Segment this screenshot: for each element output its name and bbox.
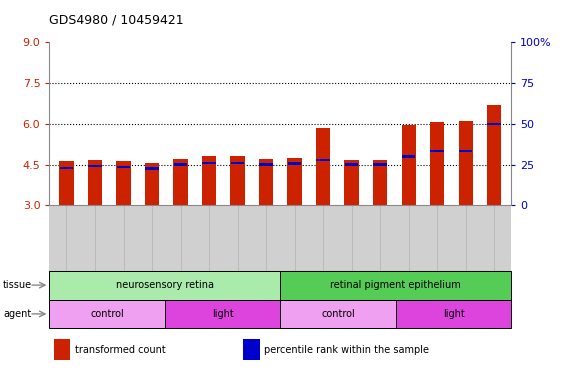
Text: neurosensory retina: neurosensory retina xyxy=(116,280,214,290)
Bar xyxy=(202,156,216,205)
Bar xyxy=(116,161,131,205)
Text: GDS4980 / 10459421: GDS4980 / 10459421 xyxy=(49,14,184,27)
Bar xyxy=(401,125,416,205)
Bar xyxy=(145,167,159,170)
Bar xyxy=(117,166,130,168)
Bar xyxy=(487,122,501,125)
Text: transformed count: transformed count xyxy=(75,345,166,355)
Bar xyxy=(316,128,330,205)
Bar xyxy=(345,164,358,166)
Bar xyxy=(281,271,511,300)
Bar xyxy=(458,121,473,205)
Bar xyxy=(202,162,216,164)
Bar xyxy=(145,163,159,205)
Bar xyxy=(396,300,511,328)
Bar xyxy=(49,271,281,300)
Bar xyxy=(165,300,281,328)
Text: percentile rank within the sample: percentile rank within the sample xyxy=(264,345,429,355)
Bar xyxy=(259,164,273,166)
Bar xyxy=(231,156,245,205)
Bar xyxy=(243,339,260,360)
Bar xyxy=(54,339,70,360)
Bar xyxy=(402,155,415,158)
Bar xyxy=(60,167,73,169)
Bar xyxy=(231,162,245,164)
Bar xyxy=(459,150,472,152)
Bar xyxy=(431,150,444,152)
Bar xyxy=(173,159,188,205)
Bar xyxy=(345,160,358,205)
Bar xyxy=(49,300,165,328)
Text: agent: agent xyxy=(3,309,31,319)
Bar xyxy=(316,159,330,161)
Bar xyxy=(281,300,396,328)
Bar xyxy=(373,160,388,205)
Bar xyxy=(374,164,387,166)
Bar xyxy=(259,159,273,205)
Bar xyxy=(88,165,102,167)
Bar xyxy=(487,105,501,205)
Text: control: control xyxy=(90,309,124,319)
Bar xyxy=(88,160,102,205)
Text: control: control xyxy=(321,309,355,319)
Text: tissue: tissue xyxy=(3,280,32,290)
Bar xyxy=(59,161,74,205)
Text: retinal pigment epithelium: retinal pigment epithelium xyxy=(331,280,461,290)
Text: light: light xyxy=(211,309,234,319)
Text: light: light xyxy=(443,309,464,319)
Bar xyxy=(430,122,444,205)
Bar xyxy=(174,164,187,166)
Bar xyxy=(288,158,302,205)
Bar xyxy=(288,162,302,164)
